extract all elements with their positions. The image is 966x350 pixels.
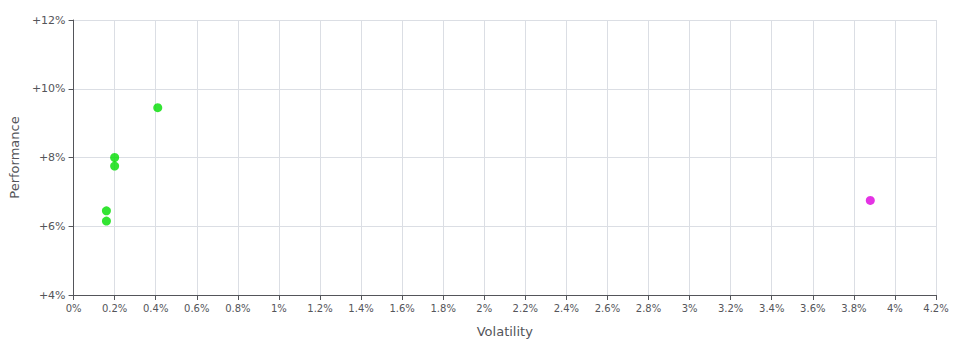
svg-text:+8%: +8% bbox=[39, 151, 66, 164]
svg-text:0%: 0% bbox=[66, 303, 82, 314]
svg-text:4.2%: 4.2% bbox=[923, 303, 948, 314]
svg-text:3.4%: 3.4% bbox=[759, 303, 784, 314]
svg-text:1.2%: 1.2% bbox=[307, 303, 332, 314]
svg-text:+12%: +12% bbox=[32, 14, 66, 27]
svg-text:1.8%: 1.8% bbox=[430, 303, 455, 314]
svg-text:2%: 2% bbox=[476, 303, 492, 314]
svg-text:Performance: Performance bbox=[7, 116, 22, 198]
svg-text:1.4%: 1.4% bbox=[348, 303, 373, 314]
svg-text:+10%: +10% bbox=[32, 82, 66, 95]
svg-text:3%: 3% bbox=[682, 303, 698, 314]
svg-text:1.6%: 1.6% bbox=[389, 303, 414, 314]
svg-text:Volatility: Volatility bbox=[477, 324, 533, 339]
svg-text:+6%: +6% bbox=[39, 220, 66, 233]
svg-text:1%: 1% bbox=[271, 303, 287, 314]
svg-text:3.8%: 3.8% bbox=[841, 303, 866, 314]
svg-text:0.8%: 0.8% bbox=[225, 303, 250, 314]
svg-text:3.6%: 3.6% bbox=[800, 303, 825, 314]
svg-text:4%: 4% bbox=[887, 303, 903, 314]
svg-text:+4%: +4% bbox=[39, 289, 66, 302]
svg-text:0.2%: 0.2% bbox=[102, 303, 127, 314]
svg-text:3.2%: 3.2% bbox=[718, 303, 743, 314]
svg-text:0.6%: 0.6% bbox=[184, 303, 209, 314]
svg-text:2.2%: 2.2% bbox=[513, 303, 538, 314]
svg-text:2.4%: 2.4% bbox=[554, 303, 579, 314]
svg-text:0.4%: 0.4% bbox=[143, 303, 168, 314]
svg-text:2.8%: 2.8% bbox=[636, 303, 661, 314]
svg-text:2.6%: 2.6% bbox=[595, 303, 620, 314]
